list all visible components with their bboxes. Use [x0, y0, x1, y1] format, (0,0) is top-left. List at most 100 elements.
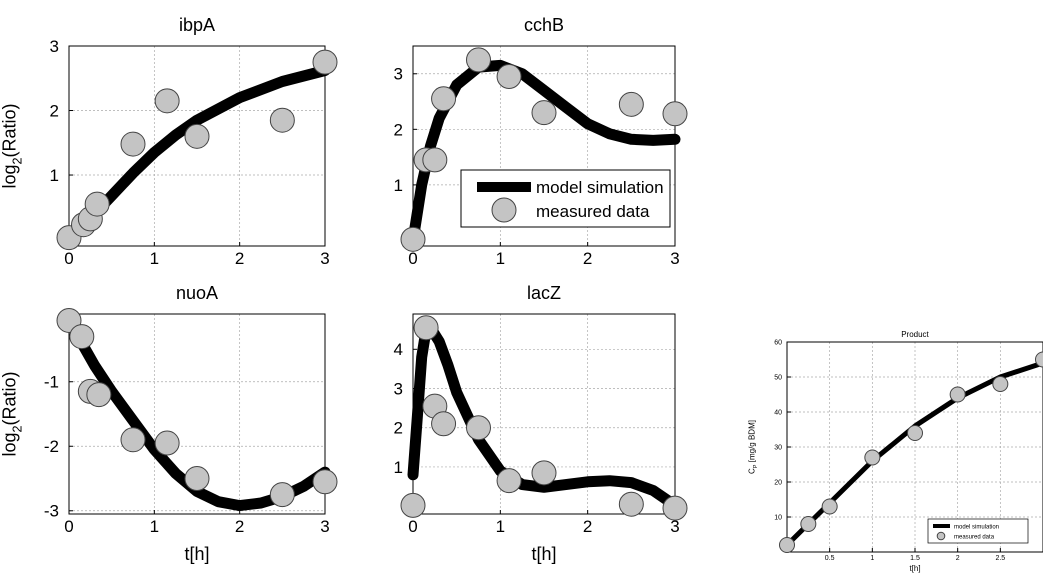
measured-data-point [312, 49, 338, 75]
legend-model-label: model simulation [536, 178, 664, 197]
chart-title: ibpA [179, 15, 215, 35]
legend-box [927, 518, 1029, 544]
plot-frame [412, 45, 676, 247]
y-tick-label: -1 [44, 373, 59, 392]
measured-data-point [431, 86, 457, 112]
y-tick-label: 1 [394, 458, 403, 477]
x-tick-label: 1 [496, 517, 505, 536]
x-tick-label: 2 [235, 517, 244, 536]
chart-title: lacZ [527, 283, 561, 303]
x-tick-label: 2 [583, 517, 592, 536]
measured-data-point [120, 131, 146, 157]
y-tick-label: 40 [774, 409, 782, 416]
plot-frame [68, 45, 326, 247]
measured-data-point [907, 425, 923, 441]
measured-data-point [400, 226, 426, 252]
x-tick-label: 2.5 [995, 555, 1005, 562]
y-tick-label: 2 [394, 120, 403, 139]
measured-data-point [184, 466, 210, 492]
measured-data-point [1035, 351, 1043, 368]
measured-data-point [800, 516, 817, 532]
measured-data-point [269, 482, 295, 508]
y-tick-label: 2 [50, 101, 59, 120]
measured-data-point [531, 460, 557, 486]
y-tick-label: 10 [774, 514, 782, 521]
x-axis-label: t[h] [184, 544, 209, 564]
measured-data-point [496, 64, 522, 90]
measured-data-point [779, 537, 795, 553]
measured-data-point [120, 427, 146, 453]
y-tick-label: 3 [394, 379, 403, 398]
legend-measured-label: measured data [536, 202, 650, 221]
chart-title: cchB [524, 15, 564, 35]
chart-panel-ibpa: 0 1 2 3 1 2 3 ibpA log2(Ratio) [0, 15, 338, 268]
x-tick-label: 3 [320, 517, 329, 536]
legend: model simulation measured data [460, 169, 671, 228]
chart-panel-cchb: 0 1 2 3 1 2 3 cchB model simulation measured data [394, 15, 688, 268]
y-tick-label: 2 [394, 419, 403, 438]
measured-data-point [184, 123, 210, 149]
measured-data-point [413, 315, 439, 341]
y-tick-label: 30 [774, 444, 782, 451]
measured-data-point [154, 88, 180, 114]
x-axis-label: t[h] [531, 544, 556, 564]
legend-marker-swatch [491, 197, 517, 223]
measured-data-point [864, 449, 881, 466]
measured-data-point [86, 382, 112, 408]
measured-data-point [84, 191, 110, 217]
model-simulation-line [63, 65, 331, 244]
measured-data-point [431, 411, 457, 437]
x-tick-label: 0 [64, 249, 73, 268]
x-tick-label: 3 [670, 249, 679, 268]
y-axis-label: log2(Ratio) [0, 103, 25, 188]
model-simulation-line [407, 59, 681, 246]
y-tick-label: 1 [394, 176, 403, 195]
measured-data-point [496, 468, 522, 494]
plot-frame [68, 313, 326, 515]
y-tick-label: -3 [44, 502, 59, 521]
legend-measured-label: measured data [954, 535, 995, 541]
x-axis-label: t[h] [909, 564, 920, 573]
x-tick-label: 0 [408, 249, 417, 268]
legend-marker-swatch [936, 531, 946, 541]
x-tick-label: 2 [235, 249, 244, 268]
x-tick-label: 1 [496, 249, 505, 268]
x-tick-label: 1 [150, 517, 159, 536]
x-tick-label: 2 [583, 249, 592, 268]
x-tick-label: 2 [956, 555, 960, 562]
y-tick-label: 20 [774, 479, 782, 486]
measured-data-point [312, 469, 338, 495]
y-tick-label: 1 [50, 166, 59, 185]
measured-data-point [466, 47, 491, 73]
x-tick-label: 3 [320, 249, 329, 268]
x-tick-label: 3 [670, 517, 679, 536]
measured-data-point [992, 376, 1009, 392]
legend: model simulation measured data [927, 518, 1029, 544]
y-tick-label: 60 [774, 339, 782, 346]
chart-panel-product: 0.5 1 1.5 2 2.5 10 20 30 40 50 60 Product t[h] CP [mg… [748, 330, 1043, 573]
x-tick-label: 1 [150, 249, 159, 268]
chart-title: Product [901, 330, 929, 339]
measured-data-point [531, 100, 557, 126]
x-tick-label: 0.5 [825, 555, 835, 562]
measured-data-point [400, 492, 426, 518]
measured-data-point [618, 91, 644, 117]
x-tick-label: 0 [408, 517, 417, 536]
measured-data-point [618, 491, 644, 517]
measured-data-point [154, 430, 180, 456]
x-tick-label: 1 [870, 555, 874, 562]
measured-data-point [662, 495, 688, 521]
x-tick-label: 1.5 [910, 555, 920, 562]
y-tick-label: 3 [394, 65, 403, 84]
chart-panel-lacz: 0 1 2 3 1 2 3 4 lacZ t[h] [394, 283, 688, 564]
y-tick-label: -2 [44, 437, 59, 456]
measured-data-point [422, 147, 448, 173]
y-tick-label: 50 [774, 374, 782, 381]
x-tick-label: 0 [64, 517, 73, 536]
measured-data-point [949, 386, 966, 403]
y-axis-label: CP [mg/g BDM] [748, 420, 759, 474]
chart-title: nuoA [176, 283, 218, 303]
y-tick-label: 3 [50, 37, 59, 56]
measured-data-point [662, 101, 688, 127]
